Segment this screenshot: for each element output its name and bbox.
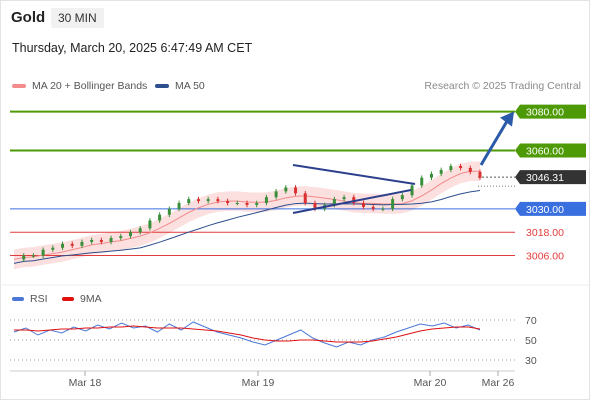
legend-label-ma20: MA 20 + Bollinger Bands	[32, 80, 148, 92]
candle-body	[255, 203, 259, 205]
candle-body	[342, 197, 346, 200]
candle-body	[264, 197, 268, 204]
candle-body	[429, 173, 433, 178]
chart-header: Gold 30 MIN	[0, 0, 590, 36]
candle-body	[109, 238, 113, 242]
legend-ma50: MA 50	[155, 80, 205, 92]
candle-body	[80, 241, 84, 246]
candle-body	[22, 255, 26, 260]
candle-body	[167, 208, 171, 215]
level-label-3018.00: 3018.00	[526, 227, 564, 239]
rsi-series-RSI	[13, 321, 481, 348]
candle-body	[99, 239, 103, 242]
asset-title: Gold	[11, 9, 46, 26]
bollinger-band	[14, 161, 480, 270]
candle-body	[410, 185, 414, 196]
candle-body	[313, 203, 317, 209]
candle-body	[449, 166, 453, 170]
timestamp: Thursday, March 20, 2025 6:47:49 AM CET	[12, 41, 253, 55]
legend-label-9ma: 9MA	[80, 293, 102, 305]
candle-body	[303, 193, 307, 204]
rsi-tick-30: 30	[525, 355, 537, 367]
candle-body	[31, 255, 35, 257]
candle-body	[332, 199, 336, 205]
candle-body	[362, 203, 365, 207]
copyright: Research © 2025 Trading Central	[424, 80, 581, 92]
level-label-3030.00: 3030.00	[526, 204, 564, 216]
triangle-lower-line	[292, 189, 412, 214]
legend-ma20: MA 20 + Bollinger Bands	[12, 80, 147, 92]
candle-body	[158, 214, 162, 221]
candle-body	[119, 236, 123, 239]
candle-body	[90, 239, 94, 242]
legend-label-rsi: RSI	[30, 293, 48, 305]
projection-arrow-head	[500, 111, 514, 127]
level-label-3006.00: 3006.00	[526, 251, 564, 263]
level-label-3046.31: 3046.31	[526, 172, 564, 184]
rsi-tick-50: 50	[525, 335, 537, 347]
candle-body	[284, 187, 288, 192]
candle-body	[70, 243, 74, 246]
candle-body	[468, 167, 472, 172]
timeframe-badge[interactable]: 30 MIN	[51, 8, 104, 28]
candle-body	[61, 243, 65, 248]
ma50-line	[13, 190, 481, 264]
level-tag-3060.00	[515, 143, 586, 158]
level-tag-3030.00	[515, 201, 586, 216]
legend-swatch-9ma	[62, 297, 74, 302]
candle-body	[177, 203, 181, 209]
legend-rsi: RSI	[12, 293, 48, 305]
candle-body	[187, 199, 191, 204]
candle-body	[51, 247, 55, 250]
candle-body	[235, 203, 239, 205]
candle-body	[41, 249, 45, 256]
candle-body	[400, 195, 404, 200]
triangle-upper-line	[292, 164, 416, 185]
x-tick-label: Mar 26	[482, 377, 515, 389]
candle-body	[478, 171, 482, 178]
candle-body	[226, 201, 230, 204]
x-tick-label: Mar 19	[242, 377, 275, 389]
candle-body	[138, 228, 142, 233]
candle-body	[391, 199, 395, 209]
candle-body	[206, 199, 210, 202]
candle-body	[439, 169, 443, 174]
candle-body	[148, 220, 152, 229]
legend-swatch-ma50	[155, 84, 169, 89]
candle-body	[294, 187, 298, 194]
legend-swatch-ma20	[12, 84, 26, 89]
legend-9ma: 9MA	[62, 293, 102, 305]
legend-label-ma50: MA 50	[175, 80, 205, 92]
level-label-3060.00: 3060.00	[526, 145, 564, 157]
level-label-3080.00: 3080.00	[526, 107, 564, 119]
candle-body	[420, 177, 424, 186]
legend-swatch-rsi	[12, 297, 24, 302]
candle-body	[381, 208, 385, 210]
level-tag-3046.31	[515, 170, 586, 185]
candle-body	[216, 199, 220, 202]
candle-body	[352, 197, 356, 204]
level-tag-3080.00	[515, 104, 586, 119]
rsi-tick-70: 70	[525, 315, 537, 327]
rsi-series-9MA	[14, 325, 481, 343]
candle-body	[196, 199, 200, 202]
x-tick-label: Mar 20	[414, 377, 447, 389]
candle-body	[371, 206, 375, 209]
x-tick-label: Mar 18	[69, 377, 102, 389]
candle-body	[274, 191, 278, 198]
candle-body	[459, 166, 463, 168]
projection-arrow-line	[479, 118, 510, 166]
candle-body	[129, 232, 132, 237]
candle-body	[245, 203, 249, 205]
